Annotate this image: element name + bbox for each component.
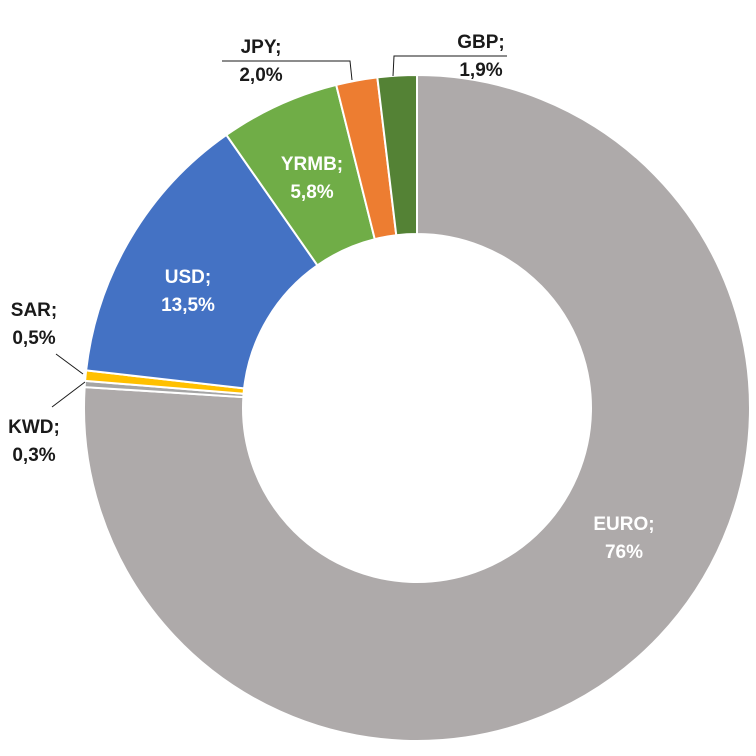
leader-line-sar <box>55 353 84 375</box>
leader-line-jpy <box>222 60 353 81</box>
slice-usd <box>85 133 319 390</box>
slice-euro <box>83 73 751 742</box>
leader-line-gbp <box>392 55 507 77</box>
data-label-jpy: JPY; 2,0% <box>239 37 282 86</box>
data-label-usd: USD; 13,5% <box>161 267 215 316</box>
data-labels: EURO; 76% KWD; 0,3% SAR; 0,5% USD; 13,5% YRMB; 5,… <box>8 32 654 563</box>
data-label-kwd: KWD; 0,3% <box>8 417 60 466</box>
leader-lines <box>51 55 507 408</box>
slice-gbp <box>376 73 418 237</box>
leader-line-kwd <box>51 381 86 408</box>
donut-slices <box>83 73 751 742</box>
data-label-sar: SAR; 0,5% <box>11 300 57 349</box>
data-label-euro: EURO; 76% <box>593 514 654 563</box>
data-label-gbp: GBP; 1,9% <box>457 32 505 81</box>
data-label-yrmb: YRMB; 5,8% <box>281 154 343 203</box>
